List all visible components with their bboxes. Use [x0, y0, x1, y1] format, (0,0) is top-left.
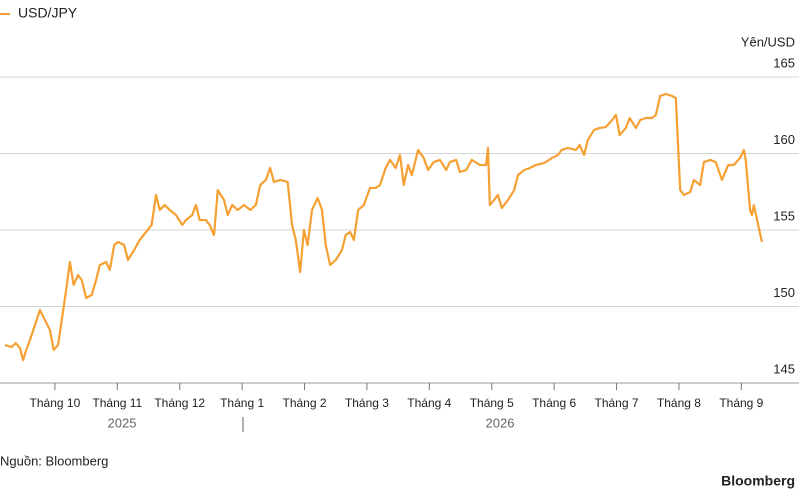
y-tick-label: 145: [773, 361, 795, 376]
x-tick-label: Tháng 10: [30, 396, 81, 410]
x-tick-label: Tháng 3: [345, 396, 389, 410]
year-label: 2025: [108, 415, 137, 430]
y-tick-label: 160: [773, 132, 795, 147]
y-axis-label: Yên/USD: [741, 34, 795, 49]
x-tick-label: Tháng 2: [282, 396, 326, 410]
x-tick-label: Tháng 5: [470, 396, 514, 410]
x-tick-label: Tháng 8: [657, 396, 701, 410]
x-tick-label: Tháng 9: [719, 396, 763, 410]
y-tick-label: 155: [773, 208, 795, 223]
year-label: 2026: [486, 415, 515, 430]
brand: Bloomberg: [721, 473, 795, 489]
chart-title: USD/JPY: [18, 5, 78, 21]
y-tick-label: 150: [773, 285, 795, 300]
x-tick-label: Tháng 4: [407, 396, 451, 410]
x-tick-label: Tháng 1: [220, 396, 264, 410]
x-tick-label: Tháng 11: [92, 396, 142, 410]
x-tick-label: Tháng 6: [532, 396, 576, 410]
x-tick-label: Tháng 7: [595, 396, 639, 410]
y-tick-label: 165: [773, 55, 795, 70]
x-tick-label: Tháng 12: [154, 396, 205, 410]
source: Nguồn: Bloomberg: [0, 453, 108, 468]
price-line: [4, 92, 764, 362]
